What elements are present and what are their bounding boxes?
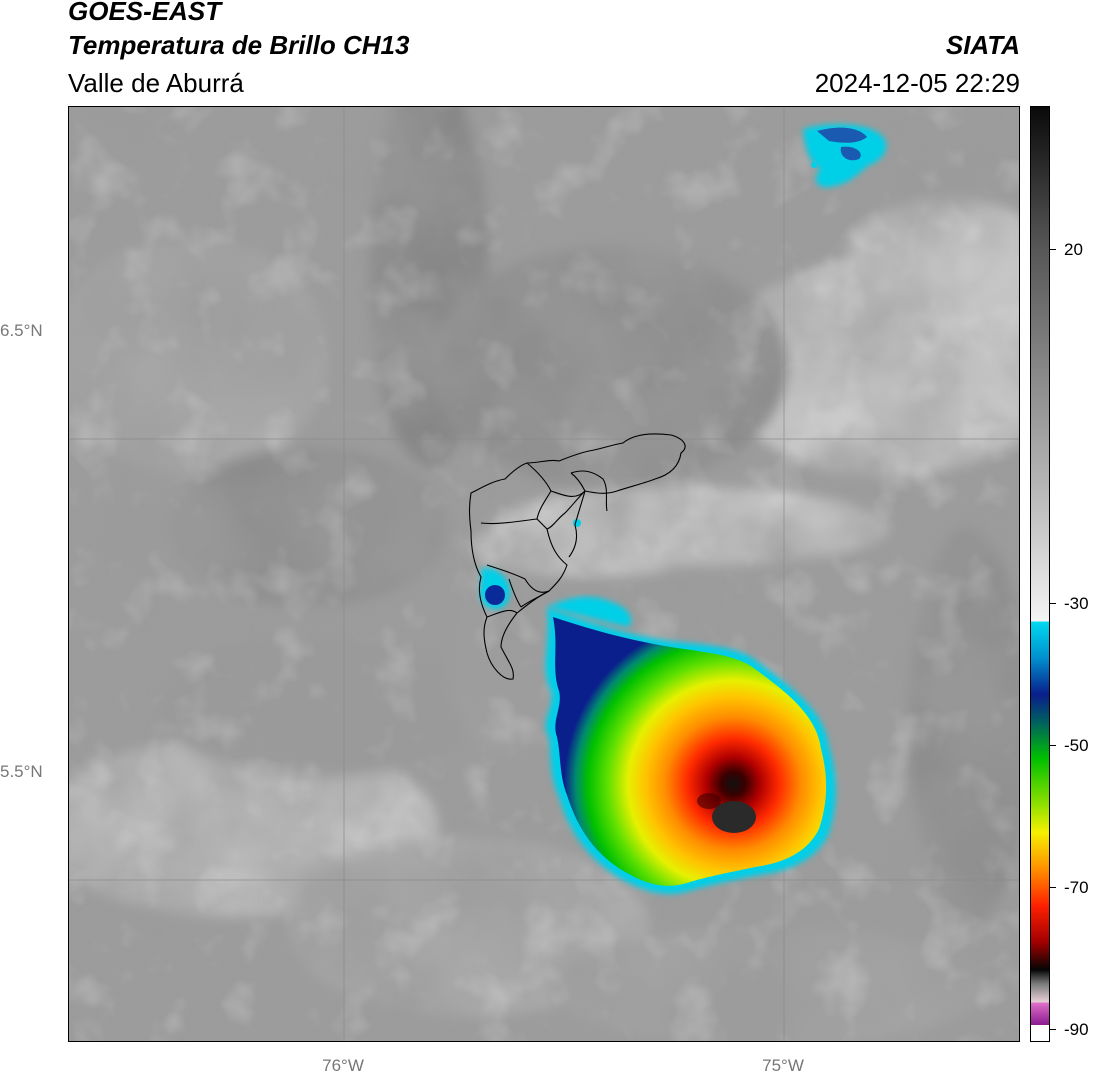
lat-label-6-5: 6.5°N (0, 321, 43, 340)
region-label: Valle de Aburrá (68, 68, 244, 98)
colorbar-tick (1050, 249, 1056, 250)
lon-label-75w: 75°W (762, 1056, 804, 1075)
colorbar-label-minus70: -70 (1064, 878, 1089, 897)
map-canvas (69, 107, 1019, 1041)
colorbar-tick (1050, 745, 1056, 746)
colorbar-gradient (1031, 107, 1049, 1041)
product-title: Temperatura de Brillo CH13 (68, 30, 410, 60)
colorbar-tick (1050, 1029, 1056, 1030)
municipal-boundaries (468, 433, 686, 680)
cold-cloud-northeast (803, 124, 887, 188)
satellite-title: GOES-EAST (68, 0, 222, 26)
colorbar-label-minus50: -50 (1064, 736, 1089, 755)
colorbar-label-20: 20 (1064, 240, 1083, 259)
graticule (69, 107, 1019, 1041)
colorbar-label-minus90: -90 (1064, 1020, 1089, 1039)
lat-label-5-5: 5.5°N (0, 762, 43, 781)
lon-label-76w: 76°W (322, 1056, 364, 1075)
datetime-label: 2024-12-05 22:29 (814, 68, 1020, 98)
colorbar (1030, 106, 1050, 1042)
organization-label: SIATA (945, 30, 1020, 60)
satellite-map (68, 106, 1020, 1042)
cold-cell-west (479, 567, 511, 610)
colorbar-label-minus30: -30 (1064, 594, 1089, 613)
convective-storm (545, 519, 836, 894)
colorbar-tick (1050, 887, 1056, 888)
colorbar-tick (1050, 603, 1056, 604)
